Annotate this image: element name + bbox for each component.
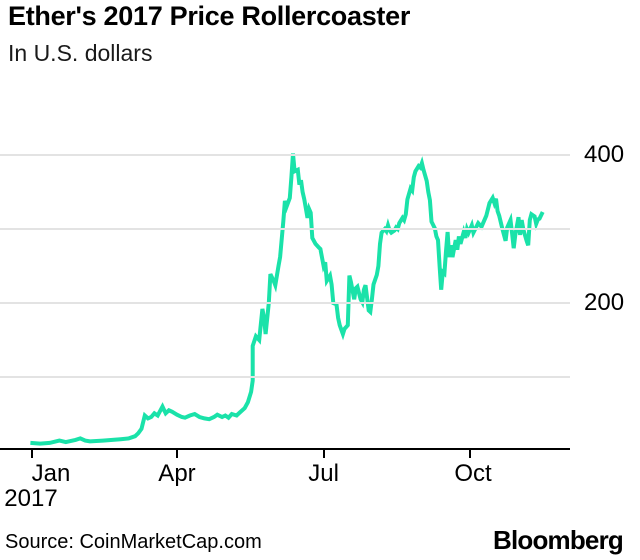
x-axis-tick-jan — [31, 448, 33, 458]
x-axis-tick-oct — [469, 448, 472, 458]
x-axis-tick-apr — [175, 448, 178, 458]
x-axis-label-apr: Apr — [158, 460, 196, 487]
gridline-100 — [0, 376, 570, 378]
x-axis-tick-jul — [322, 448, 325, 458]
x-axis-label-oct: Oct — [454, 460, 492, 487]
x-axis-label-jan: Jan — [31, 460, 71, 487]
bloomberg-logo: Bloomberg — [492, 525, 624, 555]
x-axis-label-jul: Jul — [308, 460, 339, 487]
source-credit: Source: CoinMarketCap.com — [5, 531, 262, 553]
gridline-200 — [0, 302, 570, 304]
gridline-400 — [0, 154, 570, 156]
x-axis-line — [0, 448, 570, 450]
chart-subtitle: In U.S. dollars — [8, 40, 153, 66]
price-line-series — [30, 153, 545, 446]
y-axis-label-200: 200 — [584, 289, 625, 316]
y-axis-label-400: 400 — [584, 141, 625, 168]
chart-title: Ether's 2017 Price Rollercoaster — [8, 1, 411, 31]
x-axis-year-label: 2017 — [4, 485, 58, 512]
gridline-300 — [0, 228, 570, 230]
